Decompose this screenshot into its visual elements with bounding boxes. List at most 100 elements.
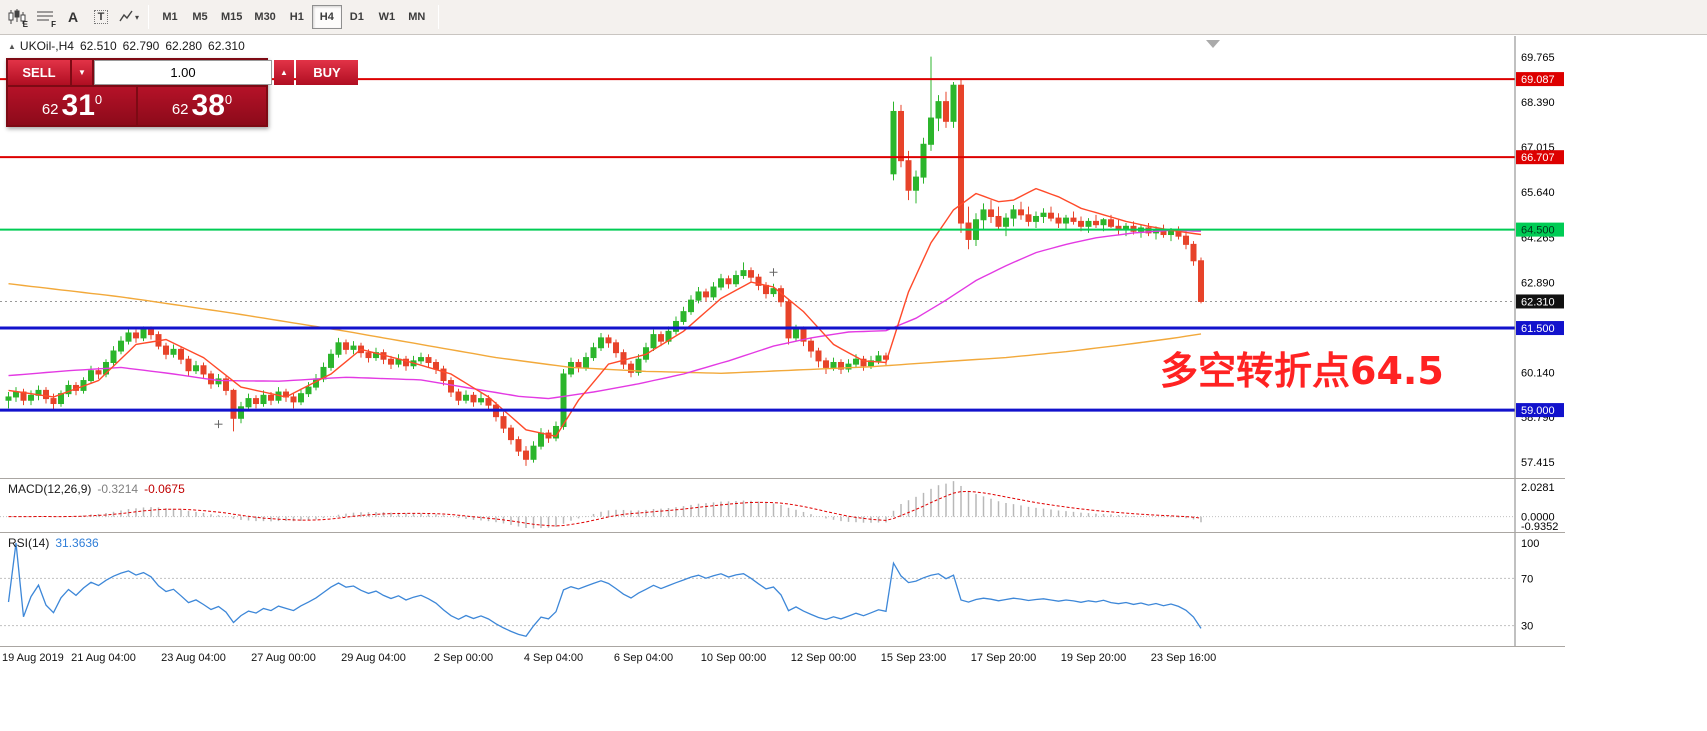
chart-annotation-text: 多空转折点64.5 [1160,349,1444,393]
ohlc-low: 62.280 [165,39,203,53]
rsi-pane[interactable]: 100 70 30 RSI(14) 31.3636 [0,532,1565,646]
caret-up-icon: ▲ [280,68,288,77]
buy-price-display[interactable]: 62 38 0 [138,87,266,125]
main-chart-pane[interactable]: 69.765 68.390 67.015 65.640 64.265 62.890 60.1… [0,36,1565,478]
price-tag-69.087 [1516,72,1564,87]
time-label: 21 Aug 04:00 [71,652,136,664]
price-tag-59.000 [1516,403,1564,418]
macd-scale-scale_zero: 0.0000 [1521,512,1555,524]
buy-button[interactable]: BUY [296,60,358,85]
price-tag-64.500 [1516,222,1564,237]
timeframe-mn[interactable]: MN [402,5,432,29]
time-label: 4 Sep 04:00 [523,652,584,664]
volume-dropdown-button[interactable]: ▼ [72,60,92,85]
rsi-canvas[interactable]: 100 70 30 [0,533,1565,646]
object-anchor-marker [214,420,223,429]
chart-shift-marker-icon[interactable] [1206,40,1220,48]
bars-list-icon[interactable]: F [32,4,58,30]
macd-value-main: -0.3214 [97,482,139,496]
macd-label: MACD(12,26,9) -0.3214 -0.0675 [8,482,191,496]
sell-price-base: 62 [41,100,59,118]
time-label: 17 Sep 20:00 [970,652,1037,664]
candles-ea-icon[interactable]: E [4,4,30,30]
time-label: 23 Aug 04:00 [161,652,226,664]
toolbar: E F A T ▾ M1 M5 M15 M30 H1 H4 D1 W [0,0,1707,35]
timeframe-h4[interactable]: H4 [311,5,342,29]
time-label: 19 Aug 2019 [2,652,64,664]
main-chart-canvas[interactable]: 69.76568.39067.01565.64064.26562.89060.1… [0,36,1565,478]
macd-scale-scale_min: -0.9352 [1521,521,1558,532]
toolbar-separator [148,5,149,29]
price-tag-61.500 [1516,321,1564,336]
ohlc-open: 62.510 [79,39,117,53]
macd-canvas[interactable]: 2.0281 0.0000-0.9352 [0,479,1565,532]
symbol-name: UKOil-,H4 [19,39,74,53]
timeframe-buttons: M1 M5 M15 M30 H1 H4 D1 W1 MN [155,5,432,29]
zigzag-glyph [119,10,133,22]
toolbar-tools: E F A T ▾ [4,4,142,30]
sell-price-sup: 0 [94,92,103,107]
timeframe-w1[interactable]: W1 [372,5,402,29]
label-glyph: T [93,10,109,24]
price-tag-text: 69.087 [1521,74,1555,86]
price-tag-text: 64.500 [1521,225,1555,237]
toolbar-separator [437,5,439,29]
timeframe-m5[interactable]: M5 [185,5,215,29]
timeframe-m30[interactable]: M30 [248,5,281,29]
badge-e: E [22,20,28,29]
macd-pane[interactable]: 2.0281 0.0000 -0.9352 MACD(12,26,9) -0.3214… [0,478,1565,532]
price-tick: 68.390 [1521,97,1555,109]
collapse-icon: ▲ [8,42,16,51]
sell-price-pips: 31 [61,89,95,122]
text-tool-icon[interactable]: A [60,4,86,30]
rsi-value: 31.3636 [55,536,99,550]
volume-input[interactable] [94,60,272,85]
time-label: 6 Sep 04:00 [613,652,674,664]
candlestick-glyph [8,9,26,24]
draw-tools-icon[interactable]: ▾ [116,4,142,30]
ma-mid-magenta[interactable] [8,229,1202,400]
ohlc-high: 62.790 [122,39,160,53]
macd-value-signal: -0.0675 [144,482,185,496]
price-tick: 65.640 [1521,187,1555,199]
rsi-line [7,542,1202,638]
price-tick: 69.765 [1521,52,1555,64]
time-label: 19 Sep 20:00 [1060,652,1127,664]
price-tick: 60.140 [1521,368,1555,380]
time-label: 27 Aug 00:00 [251,652,316,664]
time-axis: 19 Aug 2019 21 Aug 04:00 23 Aug 04:00 27 Au… [0,646,1565,672]
ma-fast-red[interactable] [8,187,1202,438]
buy-price-sup: 0 [224,92,233,107]
price-tag-text: 66.707 [1521,152,1555,164]
buy-price-pips: 38 [191,89,225,122]
price-tick: 62.890 [1521,277,1555,289]
sell-button[interactable]: SELL [8,60,70,85]
price-tag-62.310 [1516,294,1564,309]
volume-up-button[interactable]: ▲ [274,60,294,85]
timeframe-m15[interactable]: M15 [215,5,248,29]
sell-price-display[interactable]: 62 31 0 [8,87,136,125]
price-tag-66.707 [1516,150,1564,165]
rsi-scale-tick: 70 [1521,573,1533,585]
time-label: 10 Sep 00:00 [700,652,767,664]
price-tick: 57.415 [1521,457,1555,469]
macd-scale-scale_max: 2.0281 [1521,482,1555,494]
time-label: 2 Sep 00:00 [433,652,494,664]
timeframe-m1[interactable]: M1 [155,5,185,29]
timeframe-h1[interactable]: H1 [282,5,312,29]
timeframe-d1[interactable]: D1 [342,5,372,29]
rsi-scale-tick: 100 [1521,538,1539,550]
macd-title: MACD(12,26,9) [8,482,92,496]
price-tag-text: 61.500 [1521,323,1555,335]
object-anchor-marker [769,268,778,277]
rsi-label: RSI(14) 31.3636 [8,536,105,550]
label-tool-icon[interactable]: T [88,4,114,30]
price-tag-text: 62.310 [1521,296,1555,308]
time-label: 15 Sep 23:00 [880,652,947,664]
macd-signal-line [8,490,1202,527]
bars-glyph [37,11,53,21]
symbol-info: ▲ UKOil-,H4 62.510 62.790 62.280 62.310 [8,39,251,53]
price-tag-text: 59.000 [1521,405,1555,417]
rsi-scale-tick: 30 [1521,621,1533,633]
